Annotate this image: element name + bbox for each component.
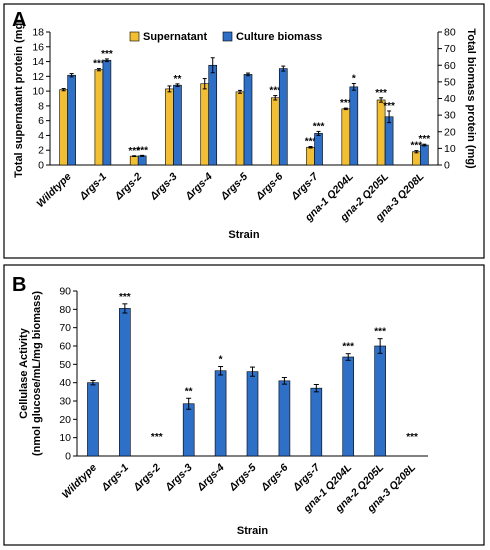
panel-a-y-tick-label: 0 xyxy=(38,160,44,172)
bar-biomass xyxy=(349,86,359,166)
significance-marker: ** xyxy=(174,74,182,85)
significance-marker: *** xyxy=(406,432,418,443)
panel-b-y-axis-title-units: (nmol glucose/mL/mg biomass) xyxy=(31,291,43,456)
panel-a-y2-tick-label: 20 xyxy=(444,126,456,138)
panel-a-y2-tick-label: 0 xyxy=(444,160,450,172)
bar-cellulase xyxy=(87,382,99,457)
panel-a-y2-tick-label: 60 xyxy=(444,60,456,72)
bar-biomass xyxy=(208,64,218,166)
panel-b-letter: B xyxy=(12,274,26,296)
panel-a-y2-axis-title: Total biomass protein (mg) xyxy=(465,28,477,169)
panel-a-y-tick-label: 2 xyxy=(38,145,44,157)
bar-cellulase xyxy=(310,387,323,457)
bar-supernatant xyxy=(306,146,315,166)
panel-b-y-tick-label: 50 xyxy=(59,359,71,371)
panel-a-y-tick-label: 10 xyxy=(32,86,44,98)
bar-supernatant xyxy=(341,108,351,166)
panel-a-y-tick-label: 12 xyxy=(32,71,44,83)
bar-cellulase xyxy=(246,371,259,457)
significance-marker: *** xyxy=(342,342,354,353)
bar-cellulase xyxy=(182,403,195,457)
legend-label-supernatant: Supernatant xyxy=(143,31,208,43)
bar-biomass xyxy=(278,68,288,166)
legend-swatch-biomass xyxy=(222,31,233,42)
panel-a-y2-tick-label: 10 xyxy=(444,143,456,155)
significance-marker: * xyxy=(352,74,356,85)
significance-marker: *** xyxy=(101,49,113,60)
significance-marker: * xyxy=(219,355,223,366)
significance-marker: ** xyxy=(185,386,193,397)
panel-a-y-tick-label: 14 xyxy=(32,56,44,68)
panel-b-x-axis-title: Strain xyxy=(237,525,268,537)
panel-b-y-tick-label: 10 xyxy=(59,432,71,444)
significance-marker: *** xyxy=(419,134,431,145)
significance-marker: *** xyxy=(119,292,131,303)
legend-swatch-supernatant xyxy=(129,31,140,42)
bar-biomass xyxy=(102,59,112,166)
panel-a-y-tick-label: 16 xyxy=(32,41,44,53)
bar-supernatant xyxy=(165,88,174,166)
significance-marker: *** xyxy=(340,98,352,109)
panel-b-y-tick-label: 40 xyxy=(59,377,71,389)
panel-a-y2-tick-label: 70 xyxy=(444,43,456,55)
significance-marker: *** xyxy=(383,101,395,112)
bar-biomass xyxy=(173,84,182,166)
bar-supernatant xyxy=(94,69,104,166)
panel-b-y-tick-label: 20 xyxy=(59,414,71,426)
panel-a-y2-tick-label: 50 xyxy=(444,76,456,88)
significance-marker: *** xyxy=(375,88,387,99)
significance-marker: *** xyxy=(151,432,163,443)
bar-cellulase xyxy=(214,370,227,457)
panel-b-y-tick-label: 60 xyxy=(59,341,71,353)
panel-a-y2-tick-label: 30 xyxy=(444,110,456,122)
bar-supernatant xyxy=(129,155,139,166)
bar-supernatant xyxy=(270,97,280,166)
bar-biomass xyxy=(384,116,394,166)
panel-b-y-tick-label: 70 xyxy=(59,322,71,334)
significance-marker: *** xyxy=(128,146,140,157)
panel-a-letter: A xyxy=(12,9,26,31)
panel-a-y-tick-label: 18 xyxy=(32,27,44,39)
bar-biomass xyxy=(137,155,147,166)
bar-cellulase xyxy=(278,380,291,457)
bar-cellulase xyxy=(374,345,386,457)
panel-b-frame xyxy=(3,264,485,546)
significance-marker: *** xyxy=(136,145,148,156)
bar-supernatant xyxy=(235,91,245,166)
significance-marker: *** xyxy=(93,59,105,70)
panel-a-y-tick-label: 4 xyxy=(38,130,44,142)
panel-b-y-tick-label: 90 xyxy=(59,286,71,298)
panel-a-y-tick-label: 6 xyxy=(38,115,44,127)
panel-b-y-axis-title: Cellulase Activity xyxy=(18,327,30,419)
significance-marker: *** xyxy=(269,86,281,97)
panel-b-y-tick-label: 0 xyxy=(65,451,71,463)
bar-cellulase xyxy=(342,356,355,457)
significance-marker: *** xyxy=(313,121,325,132)
bar-supernatant xyxy=(412,151,421,166)
significance-marker: *** xyxy=(411,141,423,152)
panel-a-y-tick-label: 8 xyxy=(38,100,44,112)
significance-marker: *** xyxy=(374,327,386,338)
significance-marker: *** xyxy=(305,137,317,148)
panel-a-y2-tick-label: 40 xyxy=(444,93,456,105)
legend-label-biomass: Culture biomass xyxy=(236,31,322,43)
bar-biomass xyxy=(314,133,323,166)
panel-b-y-tick-label: 80 xyxy=(59,304,71,316)
panel-a-y-axis-title: Total supernatant protein (mg) xyxy=(13,19,25,178)
bar-supernatant xyxy=(200,83,210,166)
panel-b-y-tick-label: 30 xyxy=(59,396,71,408)
bar-biomass xyxy=(420,144,429,166)
bar-cellulase xyxy=(119,308,131,457)
panel-a-y2-tick-label: 80 xyxy=(444,27,456,39)
panel-a-x-axis-title: Strain xyxy=(228,229,259,241)
bar-supernatant xyxy=(59,89,68,166)
bar-biomass xyxy=(67,74,76,166)
bar-biomass xyxy=(243,74,253,166)
